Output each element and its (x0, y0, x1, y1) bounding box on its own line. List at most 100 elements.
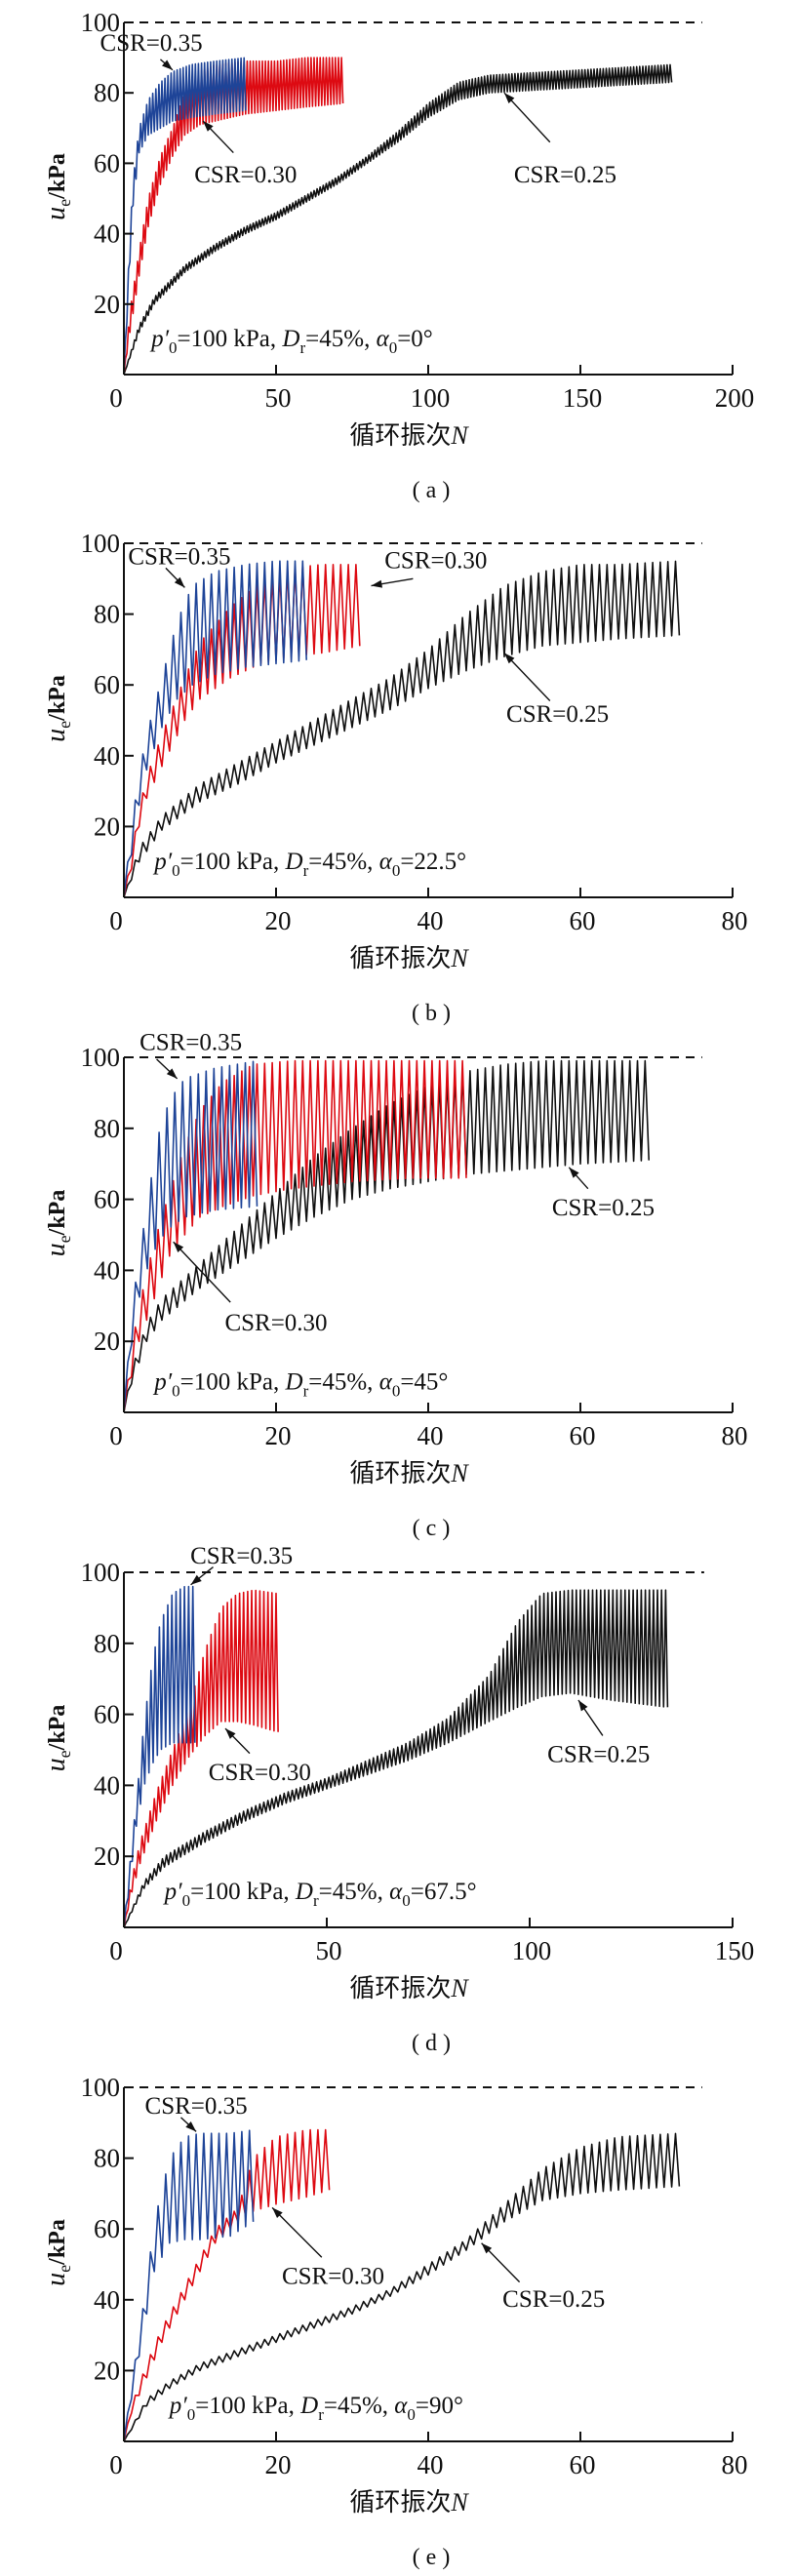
arrowhead-icon (225, 1728, 236, 1739)
y-tick-label: 80 (94, 78, 120, 107)
x-tick-label: 0 (109, 906, 123, 935)
annotation-arrow (271, 2206, 323, 2258)
arrowhead-icon (161, 59, 173, 70)
arrowhead-icon (166, 1068, 178, 1079)
test-condition-label: p′0=100 kPa, Dr=45%, α0=90° (168, 2393, 463, 2424)
x-tick-label: 40 (417, 906, 444, 935)
arrowhead-icon (504, 93, 515, 103)
y-axis-title: ue/kPa (41, 675, 74, 742)
y-tick-label: 20 (94, 812, 120, 841)
annotation-arrow (503, 92, 551, 143)
panel-label: ( e ) (413, 2545, 451, 2570)
arrowhead-icon (577, 1700, 588, 1712)
y-tick-label: 40 (94, 2285, 120, 2315)
arrowhead-icon (569, 1167, 579, 1178)
annotation-label: CSR=0.25 (502, 2286, 605, 2313)
arrowhead-icon (481, 2242, 493, 2254)
x-tick-label: 50 (316, 1936, 342, 1965)
test-condition-label: p′0=100 kPa, Dr=45%, α0=0° (149, 326, 433, 357)
y-axis-title: ue/kPa (41, 153, 74, 220)
panel-label: ( c ) (413, 1516, 451, 1541)
chart-panel-d: 20 40 60 80 100 0 50 100 150 循环振次N ue/kPa p′0=100 k… (41, 1543, 754, 2056)
y-tick-label: 80 (94, 1629, 120, 1658)
y-tick-label: 100 (81, 1043, 121, 1072)
x-tick-label: 100 (512, 1936, 552, 1965)
x-tick-label: 200 (715, 383, 755, 413)
series-line-025 (123, 63, 673, 376)
arrowhead-icon (174, 576, 185, 588)
annotation-label: CSR=0.35 (128, 544, 230, 571)
x-tick-label: 40 (417, 1421, 444, 1450)
x-tick-label: 0 (109, 383, 123, 413)
x-tick-label: 40 (417, 2450, 444, 2479)
x-tick-label: 150 (715, 1936, 755, 1965)
series-line-025 (123, 1589, 669, 1928)
arrowhead-icon (190, 1574, 202, 1585)
y-tick-label: 60 (94, 1185, 120, 1214)
series-line-030 (123, 2128, 331, 2442)
x-tick-label: 150 (563, 383, 603, 413)
annotation-label: CSR=0.35 (139, 1030, 242, 1056)
arrowhead-icon (203, 121, 214, 132)
chart-panel-b: 20 40 60 80 100 0 20 40 60 80 循环振次N ue/kPa p′0=100 k… (41, 529, 748, 1026)
y-axis-title: ue/kPa (41, 2219, 74, 2286)
annotation-label: CSR=0.25 (552, 1195, 655, 1221)
x-tick-label: 0 (109, 2450, 123, 2479)
y-tick-label: 40 (94, 1255, 120, 1285)
x-tick-label: 50 (265, 383, 292, 413)
panel-label: ( a ) (413, 478, 451, 503)
x-axis-title: 循环振次N (349, 944, 469, 972)
series-line-025 (123, 1059, 650, 1413)
chart-panel-c: 20 40 60 80 100 0 20 40 60 80 循环振次N ue/kPa p′0=100 k… (41, 1030, 748, 1541)
x-tick-label: 0 (109, 1936, 123, 1965)
series-line-025 (123, 2132, 681, 2442)
y-tick-label: 60 (94, 148, 120, 178)
test-condition-label: p′0=100 kPa, Dr=45%, α0=45° (152, 1368, 448, 1400)
y-tick-label: 20 (94, 1842, 120, 1871)
x-axis-title: 循环振次N (349, 1974, 469, 2002)
series-line-035 (123, 57, 247, 376)
series-line-035 (123, 560, 307, 898)
y-tick-label: 100 (81, 2073, 121, 2102)
arrowhead-icon (371, 579, 383, 588)
arrowhead-icon (504, 653, 515, 664)
x-tick-label: 100 (411, 383, 451, 413)
series-line-035 (123, 1585, 196, 1928)
annotation-label: CSR=0.30 (209, 1760, 311, 1786)
series-line-030 (123, 564, 361, 898)
series-line-025 (123, 560, 681, 898)
x-tick-label: 20 (265, 2450, 292, 2479)
x-tick-label: 20 (265, 1421, 292, 1450)
x-tick-label: 20 (265, 906, 292, 935)
annotation-label: CSR=0.35 (145, 2093, 248, 2120)
y-tick-label: 20 (94, 1327, 120, 1356)
annotation-label: CSR=0.30 (282, 2263, 384, 2289)
arrowhead-icon (272, 2207, 283, 2219)
y-tick-label: 80 (94, 1114, 120, 1143)
annotation-arrow (173, 1241, 231, 1303)
series-line-035 (123, 1060, 258, 1413)
annotation-label: CSR=0.25 (514, 162, 616, 188)
annotation-label: CSR=0.35 (190, 1543, 293, 1569)
panel-label: ( d ) (412, 2031, 451, 2056)
test-condition-label: p′0=100 kPa, Dr=45%, α0=67.5° (163, 1879, 477, 1910)
y-tick-label: 40 (94, 741, 120, 771)
x-axis-title: 循环振次N (349, 2488, 469, 2517)
series-line-035 (123, 2129, 255, 2442)
x-tick-label: 80 (722, 2450, 748, 2479)
y-tick-label: 100 (81, 529, 121, 558)
chart-panel-e: 20 40 60 80 100 0 20 40 60 80 循环振次N ue/kPa p′0=100 k… (41, 2073, 748, 2570)
annotation-label: CSR=0.25 (506, 701, 609, 728)
y-tick-label: 80 (94, 600, 120, 629)
x-tick-label: 0 (109, 1421, 123, 1450)
x-tick-label: 60 (570, 2450, 596, 2479)
y-axis-title: ue/kPa (41, 1190, 74, 1257)
y-tick-label: 40 (94, 1770, 120, 1800)
y-tick-label: 40 (94, 219, 120, 249)
panel-label: ( b ) (412, 1001, 451, 1026)
y-tick-label: 20 (94, 290, 120, 319)
annotation-label: CSR=0.30 (384, 547, 487, 574)
annotation-label: CSR=0.25 (547, 1742, 650, 1768)
y-tick-label: 100 (81, 1558, 121, 1587)
